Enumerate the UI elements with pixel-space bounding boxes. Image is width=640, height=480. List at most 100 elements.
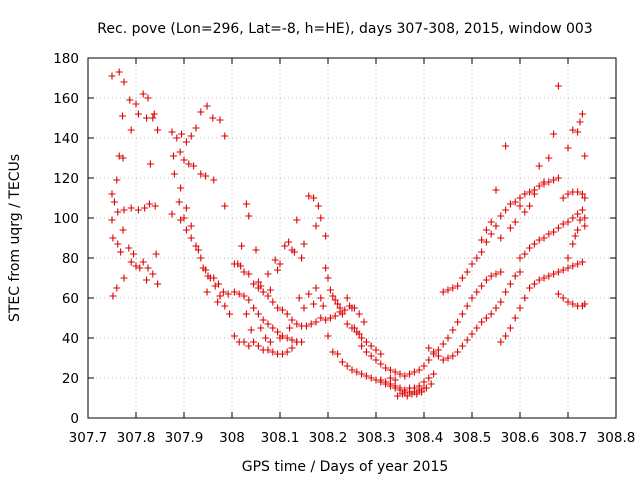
- data-point: [221, 302, 229, 310]
- data-point: [362, 372, 370, 380]
- data-point: [444, 286, 452, 294]
- data-point: [511, 198, 519, 206]
- data-point: [324, 332, 332, 340]
- data-point: [554, 224, 562, 232]
- grid-lines: [88, 58, 616, 418]
- data-point: [199, 264, 207, 272]
- data-point: [353, 368, 361, 376]
- data-point: [571, 232, 579, 240]
- data-point: [120, 78, 128, 86]
- data-point: [516, 254, 524, 262]
- data-point: [119, 226, 127, 234]
- data-point: [403, 392, 411, 400]
- data-point: [192, 124, 200, 132]
- data-point: [197, 254, 205, 262]
- data-point: [144, 264, 152, 272]
- data-point: [358, 342, 366, 350]
- data-point: [386, 366, 394, 374]
- data-point: [149, 114, 157, 122]
- y-tick-label: 120: [53, 171, 79, 187]
- data-point: [382, 364, 390, 372]
- data-point: [139, 258, 147, 266]
- data-point: [439, 288, 447, 296]
- data-point: [550, 228, 558, 236]
- data-point: [210, 274, 218, 282]
- data-point: [278, 306, 286, 314]
- data-point: [540, 274, 548, 282]
- data-point: [276, 260, 284, 268]
- y-tick-label: 180: [53, 51, 79, 67]
- data-point: [348, 304, 356, 312]
- data-point: [295, 294, 303, 302]
- data-point: [463, 268, 471, 276]
- data-point: [559, 266, 567, 274]
- data-point: [109, 292, 117, 300]
- data-point: [254, 284, 262, 292]
- data-point: [372, 356, 380, 364]
- data-point: [420, 362, 428, 370]
- data-point: [554, 268, 562, 276]
- data-point: [473, 254, 481, 262]
- x-tick-label: 307.7: [69, 430, 108, 446]
- y-tick-label: 100: [53, 211, 79, 227]
- data-point: [305, 290, 313, 298]
- data-point: [170, 170, 178, 178]
- data-point: [449, 326, 457, 334]
- x-tick-label: 308.5: [453, 430, 492, 446]
- data-point: [216, 116, 224, 124]
- data-point: [108, 72, 116, 80]
- data-point: [141, 204, 149, 212]
- data-point: [581, 222, 589, 230]
- data-point: [360, 318, 368, 326]
- data-point: [468, 260, 476, 268]
- data-point: [288, 344, 296, 352]
- data-point: [497, 268, 505, 276]
- data-point: [502, 332, 510, 340]
- data-point: [410, 368, 418, 376]
- data-point: [506, 224, 514, 232]
- data-point: [478, 318, 486, 326]
- data-point: [377, 376, 385, 384]
- data-point: [254, 310, 262, 318]
- data-point: [511, 218, 519, 226]
- data-point: [185, 160, 193, 168]
- data-point: [497, 234, 505, 242]
- data-point: [343, 362, 351, 370]
- data-point: [252, 246, 260, 254]
- data-point: [150, 110, 158, 118]
- data-point: [502, 206, 510, 214]
- data-point: [449, 352, 457, 360]
- data-point: [574, 210, 582, 218]
- data-point: [581, 152, 589, 160]
- data-point: [468, 330, 476, 338]
- data-point: [386, 374, 394, 382]
- data-point: [177, 184, 185, 192]
- data-point: [439, 356, 447, 364]
- data-point: [290, 248, 298, 256]
- data-point: [151, 202, 159, 210]
- data-point: [545, 230, 553, 238]
- data-point: [302, 322, 310, 330]
- data-point: [502, 142, 510, 150]
- data-point: [126, 96, 134, 104]
- data-point: [434, 352, 442, 360]
- data-point: [221, 202, 229, 210]
- data-point: [487, 230, 495, 238]
- data-point: [418, 388, 426, 396]
- data-point: [293, 216, 301, 224]
- data-point: [197, 108, 205, 116]
- data-point: [564, 298, 572, 306]
- data-point: [154, 280, 162, 288]
- data-point: [574, 260, 582, 268]
- data-point: [576, 118, 584, 126]
- data-point: [338, 358, 346, 366]
- data-point: [526, 284, 534, 292]
- data-point: [463, 336, 471, 344]
- data-point: [143, 276, 151, 284]
- data-point: [343, 294, 351, 302]
- data-point: [269, 348, 277, 356]
- data-point: [326, 314, 334, 322]
- data-point: [526, 202, 534, 210]
- y-tick-label: 0: [70, 411, 79, 427]
